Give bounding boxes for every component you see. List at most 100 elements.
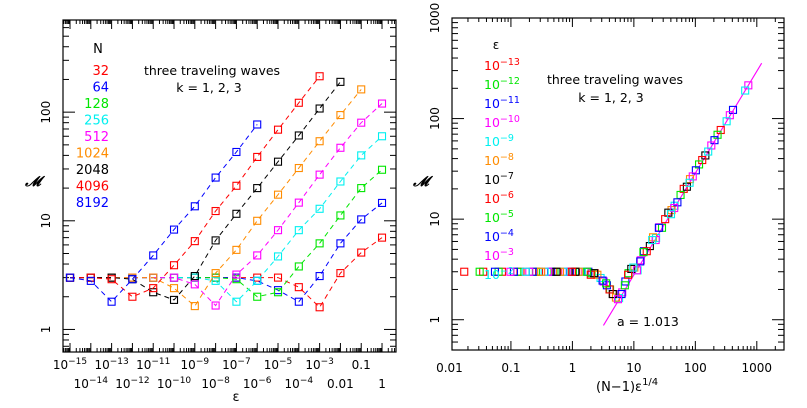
right-data-marks — [460, 62, 763, 326]
data-point-square — [232, 209, 241, 218]
x-tick-label-exponent: −11 — [151, 357, 170, 367]
legend-entry-exponent: −7 — [500, 171, 514, 182]
legend-entry-base: 10 — [484, 115, 500, 130]
legend-entry-base: 10 — [484, 248, 500, 263]
x-tick-label-base: 10 — [181, 358, 196, 372]
legend-entry-base: 10 — [484, 77, 500, 92]
x-tick-label-exponent: −9 — [196, 357, 210, 367]
x-tick-label: 0.1 — [352, 358, 371, 372]
legend-entry: 10−8 — [484, 152, 514, 168]
x-tick-label-base: 10 — [201, 377, 216, 391]
right-annotation-line-1: three traveling waves — [547, 72, 683, 87]
right-annotation-line-2: k = 1, 2, 3 — [578, 90, 643, 105]
data-point-square — [232, 147, 241, 157]
data-point-square — [232, 245, 241, 254]
data-point-square — [315, 204, 324, 213]
data-point-square — [253, 120, 262, 129]
data-point-square — [598, 276, 607, 285]
data-point-square — [273, 288, 283, 297]
x-tick-label-base: 10 — [53, 358, 68, 372]
data-point-square — [648, 235, 657, 245]
data-point-square — [190, 202, 199, 211]
data-point-square — [552, 267, 561, 276]
data-point-square — [65, 273, 75, 282]
legend-entry-base: 10 — [484, 96, 500, 111]
data-point-square — [490, 267, 500, 276]
x-tick-label: 100 — [684, 361, 707, 375]
x-tick-label-base: 10 — [243, 377, 258, 391]
data-point-square — [86, 276, 95, 285]
legend-entry-exponent: −11 — [500, 95, 520, 106]
left-plot-frame — [62, 19, 397, 353]
data-point-square — [357, 215, 366, 224]
legend-entry: 10−13 — [484, 57, 520, 73]
x-tick-label-exponent: −5 — [279, 357, 292, 367]
x-tick-label-exponent: −4 — [300, 376, 314, 386]
x-tick-label: 10−8 — [201, 376, 230, 391]
data-point-square — [253, 216, 262, 225]
data-point-square — [629, 263, 638, 272]
data-point-square — [294, 163, 303, 173]
legend-entry: 128 — [84, 97, 109, 112]
data-point-square — [315, 239, 324, 248]
data-point-square — [169, 295, 179, 304]
data-point-square — [336, 177, 345, 186]
x-tick-label: 10−9 — [181, 357, 210, 372]
x-tick-label-exponent: −7 — [237, 357, 250, 367]
x-tick-label: 10−14 — [74, 376, 109, 391]
left-legend-title: N — [93, 42, 103, 57]
data-point-square — [273, 190, 283, 199]
y-tick-label: 1 — [428, 316, 442, 324]
data-point-square — [521, 267, 530, 276]
data-point-square — [377, 132, 387, 141]
data-point-square — [149, 284, 158, 293]
data-point-square — [315, 170, 324, 179]
legend-entry-base: 10 — [484, 58, 500, 73]
data-point-square — [357, 85, 366, 94]
left-annotation-line-1: three traveling waves — [144, 63, 280, 78]
legend-entry-base: 10 — [484, 191, 500, 206]
x-tick-label-exponent: −6 — [258, 376, 272, 386]
series-line-N-256 — [70, 135, 383, 303]
data-point-square — [315, 72, 324, 81]
data-point-square — [654, 223, 663, 232]
legend-entry: 8192 — [76, 196, 109, 211]
x-tick-label-base: 10 — [115, 377, 130, 391]
x-tick-label-base: 10 — [222, 358, 237, 372]
data-point-square — [190, 302, 199, 311]
data-point-square — [294, 297, 303, 306]
data-point-square — [648, 233, 658, 242]
data-point-square — [149, 288, 158, 297]
legend-entry: 10−9 — [484, 133, 514, 149]
legend-entry-base: 10 — [484, 229, 500, 244]
legend-entry: 256 — [84, 114, 109, 129]
data-point-square — [211, 301, 220, 310]
x-tick-label: 10−15 — [53, 357, 87, 372]
legend-entry-base: 10 — [484, 210, 500, 225]
data-point-square — [211, 236, 220, 245]
data-point-square — [336, 143, 345, 152]
x-tick-label: 1 — [378, 377, 386, 391]
data-point-square — [661, 215, 670, 224]
x-tick-label-base: 1 — [378, 377, 386, 391]
data-point-square — [232, 270, 241, 279]
x-tick-label: 0.01 — [436, 361, 463, 375]
data-point-square — [624, 270, 633, 279]
right-axis-ticks: 1 10 100 1000 0.01 0.1 1 10 100 1000 — [428, 3, 784, 375]
data-point-square — [294, 198, 303, 207]
y-tick-label: 100 — [39, 101, 53, 124]
data-point-square — [211, 276, 220, 285]
legend-entry: 512 — [84, 130, 109, 145]
series-line-N-32 — [70, 237, 383, 309]
x-tick-label: 10−10 — [157, 376, 192, 391]
data-point-square — [190, 237, 199, 246]
x-tick-label-base: 10 — [264, 358, 279, 372]
data-point-square — [377, 198, 387, 207]
data-point-square — [253, 276, 262, 285]
series-line-N-128 — [70, 169, 383, 298]
legend-entry: 10−10 — [484, 114, 520, 130]
data-point-square — [741, 86, 750, 95]
x-tick-label: 10−13 — [94, 357, 128, 372]
